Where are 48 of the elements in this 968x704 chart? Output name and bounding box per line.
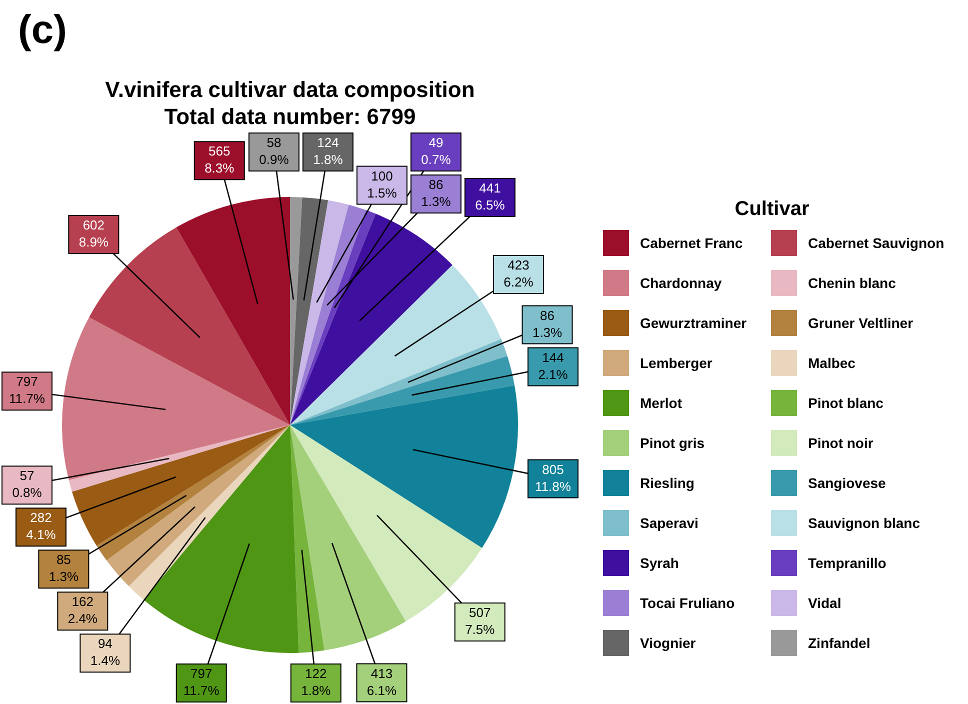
data-label: 423 6.2% xyxy=(504,258,534,290)
legend-label: Sangiovese xyxy=(808,475,886,491)
data-label: 565 8.3% xyxy=(204,144,235,176)
data-label: 94 1.4% xyxy=(90,636,120,668)
data-label: 797 11.7% xyxy=(183,666,220,698)
legend-label: Tocai Fruliano xyxy=(640,595,735,611)
data-label: 85 1.3% xyxy=(48,552,79,584)
legend-label: Vidal xyxy=(808,595,842,611)
legend-label: Tempranillo xyxy=(808,555,886,571)
data-label: 124 1.8% xyxy=(313,135,344,168)
data-label: 441 6.5% xyxy=(475,180,506,213)
legend-label: Lemberger xyxy=(640,355,712,371)
data-label: 58 0.9% xyxy=(259,135,290,168)
data-label: 122 1.8% xyxy=(301,666,332,698)
legend-label: Pinot blanc xyxy=(808,395,884,411)
chart-subtitle: Total data number: 6799 xyxy=(163,103,417,130)
legend-label: Zinfandel xyxy=(808,635,870,651)
legend-label: Sauvignon blanc xyxy=(808,515,920,531)
legend-label: Viognier xyxy=(640,635,696,651)
legend-label: Chardonnay xyxy=(640,275,722,291)
data-label: 100 1.5% xyxy=(367,168,398,200)
legend-label: Malbec xyxy=(808,355,856,371)
legend-label: Cabernet Sauvignon xyxy=(808,235,944,251)
legend-label: Pinot noir xyxy=(808,435,874,451)
legend-title: Cultivar xyxy=(734,198,810,221)
text: (c) xyxy=(18,8,67,53)
legend-label: Saperavi xyxy=(640,515,698,531)
legend-label: Cabernet Franc xyxy=(640,235,743,251)
legend-label: Chenin blanc xyxy=(808,275,896,291)
legend-label: Pinot gris xyxy=(640,435,705,451)
data-label: 86 1.3% xyxy=(532,308,563,340)
data-label: 162 2.4% xyxy=(68,594,98,626)
legend-label: Gruner Veltliner xyxy=(808,315,914,331)
chart-title: V.vinifera cultivar data composition xyxy=(104,76,476,103)
data-label: 507 7.5% xyxy=(465,605,496,638)
data-label: 797 11.7% xyxy=(9,374,46,406)
data-label: 282 4.1% xyxy=(26,510,56,542)
legend-label: Gewurztraminer xyxy=(640,315,747,331)
legend-label: Merlot xyxy=(640,395,682,411)
data-label: 413 6.1% xyxy=(366,666,397,698)
legend-label: Syrah xyxy=(640,555,679,571)
legend-label: Riesling xyxy=(640,475,694,491)
data-label: 805 11.8% xyxy=(535,462,572,494)
data-label: 49 0.7% xyxy=(421,135,452,168)
data-label: 57 0.8% xyxy=(12,468,42,500)
data-label: 86 1.3% xyxy=(421,177,452,210)
data-label: 144 2.1% xyxy=(538,350,568,382)
data-label: 602 8.9% xyxy=(78,218,109,250)
